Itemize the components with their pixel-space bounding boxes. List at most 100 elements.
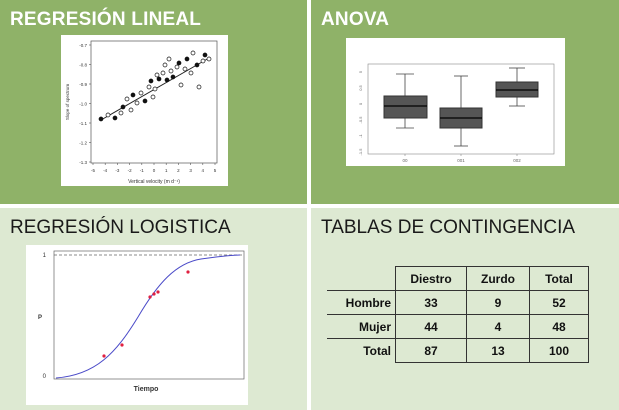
y-tick-label: -1	[358, 133, 363, 137]
scatter-point	[202, 52, 208, 58]
scatter-point	[178, 82, 184, 88]
x-tick-label: 001	[457, 158, 465, 163]
column-header: Zurdo	[466, 266, 530, 291]
scatter-point	[174, 64, 180, 70]
scatter-point	[184, 56, 190, 62]
table-cell: 13	[466, 338, 530, 363]
logistic-point	[152, 292, 156, 296]
y-tick-label: -0.9	[79, 82, 87, 87]
y-tick-label: -1.1	[79, 121, 87, 126]
scatter-point	[170, 74, 176, 80]
logistic-point	[186, 270, 190, 274]
scatter-point	[152, 86, 158, 92]
table-row: Mujer 44 4 48	[327, 314, 589, 339]
scatter-point	[128, 107, 134, 113]
scatter-point	[176, 60, 182, 66]
plot-frame	[90, 40, 218, 164]
panel-tablas-contingencia: TABLAS DE CONTINGENCIA Diestro Zurdo Tot…	[311, 208, 619, 410]
table-cell: 100	[529, 338, 589, 363]
row-label: Hombre	[327, 290, 396, 315]
y-tick-label: 0	[358, 102, 363, 105]
table-row: Total 87 13 100	[327, 338, 589, 363]
plot-frame	[53, 250, 245, 380]
panel-title: ANOVA	[321, 9, 390, 30]
y-tick-label: -1.3	[79, 160, 87, 165]
scatter-point	[130, 92, 136, 98]
boxplot-chart: 5 0.5 0 -0.5 -1 -1.5 00 001 002	[358, 63, 555, 163]
y-tick-label: -0.7	[79, 43, 87, 48]
panel-title: REGRESIÓN LINEAL	[10, 9, 202, 30]
scatter-point	[164, 77, 170, 83]
y-tick-label: -0.8	[79, 63, 87, 68]
column-header: Diestro	[395, 266, 467, 291]
logistic-point	[156, 290, 160, 294]
panel-regresion-logistica: REGRESIÓN LOGISTICA 1 0 P Tiempo	[0, 208, 307, 410]
x-tick-label: -5	[91, 168, 95, 173]
scatter-point	[166, 56, 172, 62]
table-header-row: Diestro Zurdo Total	[327, 266, 589, 291]
table-cell: 4	[466, 314, 530, 339]
x-tick-label: -3	[115, 168, 119, 173]
row-label: Total	[327, 338, 396, 363]
x-axis-label: Tiempo	[134, 386, 159, 393]
table-cell: 48	[529, 314, 589, 339]
logistic-point	[120, 343, 124, 347]
scatter-point	[112, 115, 118, 121]
logistic-plot-card: 1 0 P Tiempo	[26, 245, 248, 405]
scatter-point	[150, 94, 156, 100]
table-cell: 87	[395, 338, 467, 363]
scatter-point	[190, 50, 196, 56]
contingency-table: Diestro Zurdo Total Hombre 33 9 52 Mujer…	[327, 266, 589, 363]
y-tick-label: -0.5	[358, 116, 363, 124]
scatter-point	[154, 72, 160, 78]
table-cell: 52	[529, 290, 589, 315]
x-axis-label: Vertical velocity (m d⁻¹)	[128, 179, 180, 185]
scatter-point	[196, 84, 202, 90]
x-tick-label: 002	[513, 158, 521, 163]
panel-anova: ANOVA 5 0.5 0 -0.5 -1 -1.5 00 001 002	[311, 0, 619, 204]
scatter-point	[138, 90, 144, 96]
scatter-point	[124, 96, 130, 102]
scatter-point	[120, 104, 126, 110]
scatter-point	[200, 58, 206, 64]
table-cell: 33	[395, 290, 467, 315]
scatter-point	[148, 78, 154, 84]
logistic-curve	[55, 254, 241, 379]
scatter-point	[160, 70, 166, 76]
column-header: Total	[529, 266, 589, 291]
x-tick-label: 0	[153, 168, 156, 173]
row-label: Mujer	[327, 314, 396, 339]
panel-regresion-lineal: REGRESIÓN LINEAL Slope of spectrum Verti…	[0, 0, 307, 204]
y-axis-label: Slope of spectrum	[65, 84, 70, 121]
y-tick-label: -1.2	[79, 141, 87, 146]
scatter-plot: Slope of spectrum Vertical velocity (m d…	[65, 40, 218, 185]
table-row: Hombre 33 9 52	[327, 290, 589, 315]
panel-title: TABLAS DE CONTINGENCIA	[321, 217, 576, 238]
box1	[383, 95, 428, 119]
scatter-point	[105, 112, 111, 118]
scatter-point	[146, 84, 152, 90]
y-tick-1: 1	[43, 253, 47, 259]
scatter-point	[162, 62, 168, 68]
x-tick-label: 1	[165, 168, 168, 173]
panel-title: REGRESIÓN LOGISTICA	[10, 217, 231, 238]
scatter-point	[168, 68, 174, 74]
scatter-plot-card: Slope of spectrum Vertical velocity (m d…	[61, 35, 228, 186]
logistic-plot: 1 0 P Tiempo	[38, 250, 245, 393]
y-tick-label: 0.5	[358, 84, 363, 90]
logistic-point	[102, 354, 106, 358]
scatter-point	[98, 116, 104, 122]
scatter-point	[182, 66, 188, 72]
x-tick-label: -1	[140, 168, 144, 173]
table-cell: 9	[466, 290, 530, 315]
x-tick-label: 00	[402, 158, 408, 163]
scatter-point	[118, 110, 124, 116]
y-axis-label: P	[38, 315, 42, 321]
x-tick-label: 2	[177, 168, 180, 173]
scatter-point	[156, 76, 162, 82]
x-tick-label: -4	[103, 168, 107, 173]
x-tick-label: -2	[128, 168, 132, 173]
boxplot-card: 5 0.5 0 -0.5 -1 -1.5 00 001 002	[346, 38, 565, 166]
logistic-point	[148, 295, 152, 299]
